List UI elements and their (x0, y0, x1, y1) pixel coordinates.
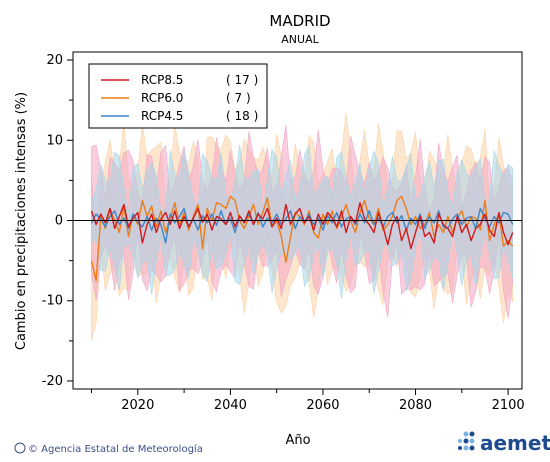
y-tick-label: 0 (55, 214, 63, 229)
y-tick-label: 10 (46, 133, 63, 148)
legend-box (88, 63, 268, 129)
y-tick-label: 20 (46, 53, 63, 68)
chart-subtitle: ANUAL (281, 33, 319, 46)
y-axis-label: Cambio en precipitaciones intensas (%) (14, 92, 29, 350)
legend-count: ( 18 ) (226, 109, 258, 123)
y-axis: -20 -10 0 10 20 (42, 53, 73, 389)
legend-count: ( 7 ) (226, 91, 251, 105)
legend: RCP8.5 ( 17 ) RCP6.0 ( 7 ) RCP4.5 ( 18 ) (88, 63, 268, 129)
legend-label: RCP6.0 (141, 91, 183, 105)
legend-label: RCP4.5 (141, 109, 183, 123)
brand-text: aemet (480, 431, 550, 455)
legend-label: RCP8.5 (141, 73, 183, 87)
credit-text: © Agencia Estatal de Meteorología (28, 443, 203, 455)
x-tick-label: 2040 (214, 398, 247, 413)
x-axis: 2020 2040 2060 2080 2100 (91, 389, 525, 413)
x-axis-label: Año (285, 433, 310, 448)
x-tick-label: 2020 (121, 398, 154, 413)
legend-count: ( 17 ) (226, 73, 258, 87)
footer-credit: © Agencia Estatal de Meteorología (14, 442, 203, 455)
chart-title: MADRID (269, 12, 330, 30)
y-tick-label: -10 (42, 294, 63, 309)
x-tick-label: 2100 (492, 398, 525, 413)
y-tick-label: -20 (42, 374, 63, 389)
line-rcp85 (90, 202, 514, 250)
x-tick-label: 2060 (306, 398, 339, 413)
copyright-icon (14, 442, 26, 454)
aemet-logo-mark-icon (458, 431, 475, 451)
aemet-logo: aemet (458, 431, 550, 455)
x-tick-label: 2080 (399, 398, 432, 413)
